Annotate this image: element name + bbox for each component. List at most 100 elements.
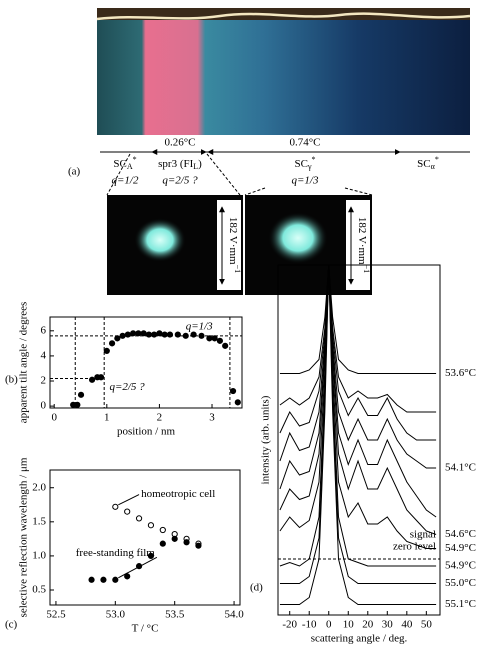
data-point [147,522,155,529]
data-point [234,399,241,406]
curve-label: 55.1°C [445,598,476,610]
y-axis-label: selective reflection wavelength / μm [18,457,30,617]
plot-frame [277,264,441,616]
annotation-arrow [118,556,158,579]
annotation: zero level [393,541,436,553]
connector [244,187,266,196]
data-point [183,539,190,546]
data-point [159,526,166,534]
curve-label: 54.6°C [445,528,476,540]
data-point [166,331,174,338]
y-axis-label: apparent tilt angle / degrees [18,302,30,424]
phase-sup: * [133,155,137,164]
phase-name: SCA* [113,155,136,171]
x-tick-label: 53.5 [165,609,185,621]
curve [279,264,437,413]
annotation-arrow [118,494,140,506]
data-point [145,331,152,338]
field-label-text: 182 V·mm [227,217,239,265]
phase-q: q=2/5 ? [162,175,198,187]
annotation: signal [410,529,436,541]
phase-name: SCα* [417,155,439,171]
curve [279,264,437,605]
curve [279,264,437,518]
phase-sup: * [435,155,439,164]
data-point [229,387,237,395]
curve [279,264,437,469]
phase-sub: L [193,162,198,171]
curve [279,264,437,535]
field-label-text: 182 V·mm [356,217,368,265]
photo-strip [97,8,470,135]
phase-sub: A [127,162,133,171]
data-point [161,331,168,338]
data-point [114,335,121,342]
curve [279,264,437,567]
x-tick-label: 0 [326,619,332,631]
y-tick-label: 0.5 [32,584,46,596]
data-point [182,332,189,339]
curve [279,264,437,374]
x-axis-label: scattering angle / deg. [311,633,408,645]
phase-sub: γ [307,162,312,171]
phase-name-base: SC [113,158,126,170]
x-tick-label: 20 [362,619,374,631]
data-point [119,332,126,339]
diffraction-spot [134,218,186,262]
x-tick-label: 2 [157,412,163,424]
x-tick-label: 52.5 [46,609,66,621]
connector [344,187,373,196]
data-point [112,576,119,583]
y-tick-label: 2.0 [32,481,46,493]
phase-name: SCγ* [294,155,315,171]
y-axis-label: intensity (arb. units) [260,395,272,484]
phase-q: q=1/3 [292,175,319,187]
data-point [100,576,107,583]
x-tick-label: 1 [104,412,110,424]
data-point [112,503,119,510]
data-point [88,376,96,383]
x-tick-label: 50 [421,619,433,631]
annotation: q=2/5 ? [109,381,145,393]
curve-label: 53.6°C [445,367,476,379]
diffraction-spot [268,212,328,264]
field-label: 182 V·mm−1 [227,217,242,273]
connector [206,153,241,196]
y-tick-label: 2 [41,375,47,387]
y-tick-label: 6 [41,324,47,336]
phase-name-base: SC [294,158,307,170]
field-label-sup: −1 [362,265,371,274]
phase-name: spr3 (FIL) [158,158,202,171]
y-tick-label: 1.0 [32,549,46,561]
phase-name-base: SC [417,158,430,170]
phase-q: q=1/2 [112,175,139,187]
field-label-sup: −1 [233,265,242,274]
curve-label: 54.9°C [445,542,476,554]
phase-name-base: spr3 (FI [158,158,193,170]
x-tick-label: -20 [282,619,297,631]
connector-lines [106,153,373,196]
data-point [88,576,95,583]
phase-sup: * [312,155,316,164]
x-tick-label: 30 [382,619,394,631]
data-point [140,330,147,337]
data-point [206,335,213,342]
data-point [135,330,142,337]
data-point [151,331,158,338]
data-point [190,331,197,338]
data-point [124,573,131,580]
data-point [216,337,224,344]
y-tick-label: 4 [41,349,47,361]
curve-label: 54.1°C [445,462,476,474]
panel-label: (b) [5,374,18,386]
panel-label: (a) [68,166,81,178]
interval-label: 0.26°C [165,137,196,149]
y-tick-label: 1.5 [32,515,46,527]
panel-label: (d) [250,582,263,594]
x-tick-label: -10 [302,619,317,631]
x-tick-label: 3 [209,412,215,424]
x-tick-label: 54.0 [224,609,244,621]
panel-a: 0.26°C 0.74°C (a) SCA* spr3 (FIL) SCγ* S… [68,8,471,295]
